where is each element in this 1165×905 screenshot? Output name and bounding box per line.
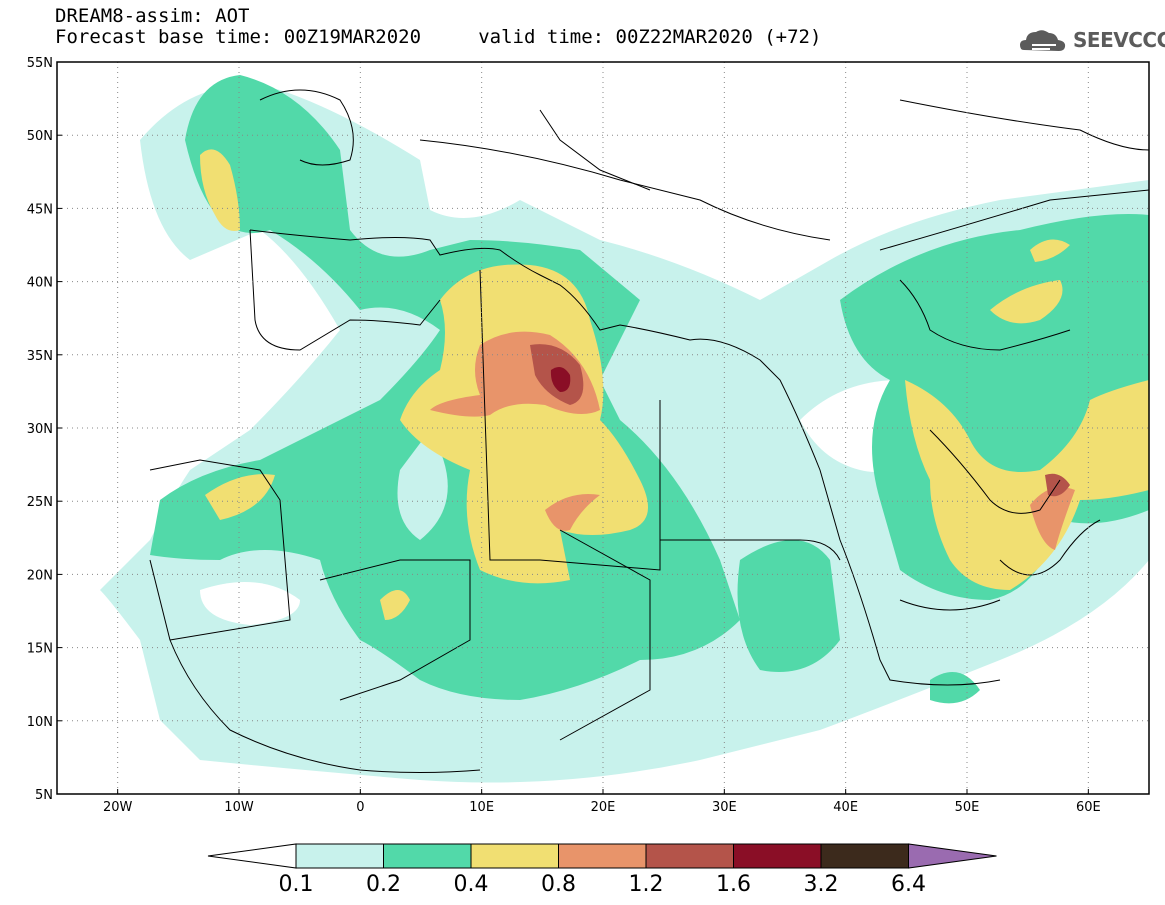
lon-tick-label: 40E xyxy=(833,800,858,815)
colorbar-segment xyxy=(295,843,384,869)
colorbar-label: 0.8 xyxy=(541,872,576,897)
colorbar-over-arrow xyxy=(908,843,997,869)
lon-tick-label: 0 xyxy=(356,800,364,815)
aot-colorbar xyxy=(207,843,997,869)
lon-tick-label: 50E xyxy=(955,800,980,815)
colorbar-segment xyxy=(470,843,559,869)
colorbar-label: 0.4 xyxy=(453,872,489,897)
lat-tick-label: 40N xyxy=(27,276,53,291)
colorbar-label: 6.4 xyxy=(891,872,926,897)
colorbar-label: 3.2 xyxy=(803,872,839,897)
colorbar-segment xyxy=(383,843,472,869)
lon-tick-label: 20W xyxy=(103,800,133,815)
lat-lon-grid xyxy=(57,62,1149,794)
lon-tick-label: 60E xyxy=(1076,800,1101,815)
cloud-logo-icon xyxy=(1020,30,1066,51)
lon-tick-label: 30E xyxy=(712,800,737,815)
latitude-labels: 55N 50N 45N 40N 35N 30N 25N 20N 15N 10N 5N xyxy=(27,56,53,803)
colorbar-under-arrow xyxy=(207,843,297,869)
lat-tick-label: 5N xyxy=(35,788,53,803)
colorbar-segment xyxy=(645,843,734,869)
colorbar-segment xyxy=(820,843,909,869)
lon-tick-label: 20E xyxy=(591,800,616,815)
lat-tick-label: 25N xyxy=(27,495,53,510)
longitude-labels: 20W 10W 0 10E 20E 30E 40E 50E 60E xyxy=(103,800,1101,815)
colorbar-label: 1.6 xyxy=(716,872,751,897)
forecast-times: Forecast base time: 00Z19MAR2020 valid t… xyxy=(55,26,822,48)
lat-tick-label: 35N xyxy=(27,349,53,364)
axis-ticks xyxy=(57,61,1089,795)
lat-tick-label: 45N xyxy=(27,202,53,217)
colorbar-label: 0.2 xyxy=(366,872,401,897)
colorbar-segment xyxy=(558,843,647,869)
map-title: DREAM8-assim: AOT xyxy=(55,5,250,27)
lat-tick-label: 10N xyxy=(27,715,53,730)
lat-tick-label: 20N xyxy=(27,568,53,583)
lat-tick-label: 15N xyxy=(27,642,53,657)
coastlines xyxy=(149,89,1149,773)
lat-tick-label: 30N xyxy=(27,422,53,437)
logo-text: SEEVCCC xyxy=(1073,28,1165,52)
lon-tick-label: 10W xyxy=(224,800,254,815)
lat-tick-label: 50N xyxy=(27,129,53,144)
colorbar-label: 0.1 xyxy=(278,872,314,897)
colorbar-label: 1.2 xyxy=(628,872,664,897)
colorbar-segment xyxy=(733,843,822,869)
lat-tick-label: 55N xyxy=(27,56,53,71)
lon-tick-label: 10E xyxy=(469,800,494,815)
